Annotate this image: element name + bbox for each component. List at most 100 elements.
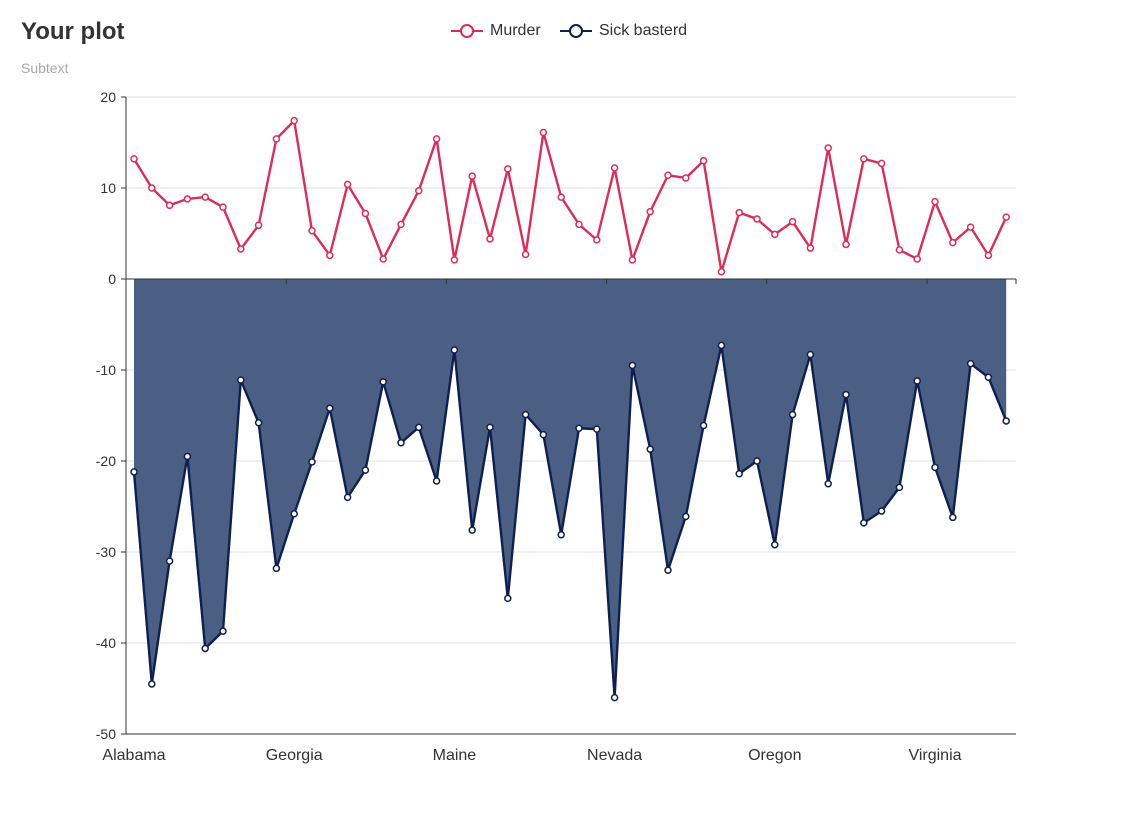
data-point-murder[interactable] <box>753 215 761 223</box>
data-point-sick-basterd[interactable] <box>237 376 245 384</box>
data-point-sick-basterd[interactable] <box>450 346 459 354</box>
data-point-murder[interactable] <box>254 221 263 230</box>
data-point-sick-basterd[interactable] <box>735 469 743 478</box>
data-point-sick-basterd[interactable] <box>593 425 601 433</box>
data-point-sick-basterd[interactable] <box>201 644 209 653</box>
data-point-sick-basterd[interactable] <box>130 468 138 476</box>
data-point-sick-basterd[interactable] <box>860 519 868 527</box>
data-point-murder[interactable] <box>486 235 494 243</box>
data-point-murder[interactable] <box>877 159 886 168</box>
data-point-murder[interactable] <box>717 267 726 276</box>
data-point-sick-basterd[interactable] <box>575 424 583 432</box>
data-point-sick-basterd[interactable] <box>521 410 530 419</box>
data-point-sick-basterd[interactable] <box>219 627 227 635</box>
data-point-sick-basterd[interactable] <box>539 430 548 439</box>
data-point-murder[interactable] <box>1002 213 1010 221</box>
data-point-murder[interactable] <box>984 251 993 260</box>
data-point-sick-basterd[interactable] <box>557 530 565 539</box>
data-point-murder[interactable] <box>201 193 209 201</box>
data-point-murder[interactable] <box>788 217 797 226</box>
data-point-murder[interactable] <box>735 208 743 217</box>
data-point-murder[interactable] <box>148 184 156 192</box>
data-point-murder[interactable] <box>646 207 654 216</box>
data-point-sick-basterd[interactable] <box>504 594 512 603</box>
data-point-murder[interactable] <box>343 180 352 189</box>
legend-item-murder[interactable]: Murder <box>450 20 541 42</box>
data-point-murder[interactable] <box>521 250 530 259</box>
data-point-sick-basterd[interactable] <box>931 463 939 472</box>
data-point-sick-basterd[interactable] <box>148 680 156 688</box>
data-point-sick-basterd[interactable] <box>771 540 779 549</box>
data-point-sick-basterd[interactable] <box>682 512 690 521</box>
data-point-murder[interactable] <box>308 227 316 235</box>
data-point-sick-basterd[interactable] <box>468 526 476 534</box>
data-point-murder[interactable] <box>468 172 476 180</box>
data-point-sick-basterd[interactable] <box>361 466 370 474</box>
data-point-sick-basterd[interactable] <box>788 410 797 419</box>
data-point-murder[interactable] <box>699 156 708 165</box>
data-point-murder[interactable] <box>610 164 619 172</box>
data-point-sick-basterd[interactable] <box>415 423 423 432</box>
data-point-sick-basterd[interactable] <box>913 377 921 385</box>
data-point-murder[interactable] <box>539 128 548 137</box>
data-point-sick-basterd[interactable] <box>717 341 726 350</box>
data-point-murder[interactable] <box>379 255 387 263</box>
data-point-murder[interactable] <box>664 171 672 180</box>
data-point-sick-basterd[interactable] <box>610 693 619 702</box>
data-point-murder[interactable] <box>949 238 957 247</box>
data-point-sick-basterd[interactable] <box>699 421 708 430</box>
data-point-murder[interactable] <box>557 193 565 201</box>
data-point-sick-basterd[interactable] <box>1002 417 1010 425</box>
data-point-sick-basterd[interactable] <box>379 378 387 386</box>
data-point-murder[interactable] <box>432 135 441 143</box>
data-point-murder[interactable] <box>183 195 192 203</box>
data-point-murder[interactable] <box>913 255 921 263</box>
data-point-murder[interactable] <box>415 186 423 195</box>
data-point-murder[interactable] <box>771 230 779 239</box>
data-point-sick-basterd[interactable] <box>397 439 405 447</box>
data-point-sick-basterd[interactable] <box>949 513 957 522</box>
data-point-sick-basterd[interactable] <box>308 458 316 466</box>
data-point-sick-basterd[interactable] <box>806 350 815 359</box>
data-point-sick-basterd[interactable] <box>824 480 832 488</box>
data-point-murder[interactable] <box>628 256 637 264</box>
data-point-murder[interactable] <box>290 116 298 125</box>
legend-item-sick-basterd[interactable]: Sick basterd <box>559 20 687 42</box>
data-point-murder[interactable] <box>397 220 405 229</box>
data-point-murder[interactable] <box>165 201 174 210</box>
data-point-sick-basterd[interactable] <box>486 423 494 432</box>
data-point-murder[interactable] <box>219 203 227 211</box>
data-point-sick-basterd[interactable] <box>753 457 761 465</box>
data-point-sick-basterd[interactable] <box>628 361 637 370</box>
data-point-murder[interactable] <box>272 135 281 143</box>
data-point-sick-basterd[interactable] <box>842 390 850 399</box>
data-point-sick-basterd[interactable] <box>290 510 298 518</box>
data-point-murder[interactable] <box>575 220 583 229</box>
data-point-murder[interactable] <box>842 240 850 249</box>
data-point-sick-basterd[interactable] <box>165 557 174 565</box>
data-point-murder[interactable] <box>504 165 512 173</box>
data-point-murder[interactable] <box>361 209 370 218</box>
data-point-sick-basterd[interactable] <box>343 493 352 502</box>
data-point-murder[interactable] <box>824 144 832 152</box>
data-point-sick-basterd[interactable] <box>432 477 441 485</box>
data-point-sick-basterd[interactable] <box>664 566 672 574</box>
data-point-murder[interactable] <box>450 256 459 264</box>
data-point-sick-basterd[interactable] <box>877 507 886 515</box>
data-point-sick-basterd[interactable] <box>984 373 993 382</box>
data-point-murder[interactable] <box>682 174 690 182</box>
data-point-murder[interactable] <box>130 155 138 163</box>
data-point-sick-basterd[interactable] <box>183 452 192 461</box>
data-point-murder[interactable] <box>593 236 601 244</box>
data-point-murder[interactable] <box>326 251 334 260</box>
data-point-murder[interactable] <box>931 197 939 206</box>
data-point-sick-basterd[interactable] <box>254 419 263 427</box>
data-point-murder[interactable] <box>966 223 975 231</box>
data-point-sick-basterd[interactable] <box>272 564 281 573</box>
data-point-sick-basterd[interactable] <box>646 445 654 453</box>
data-point-murder[interactable] <box>895 246 904 254</box>
data-point-sick-basterd[interactable] <box>895 483 904 492</box>
data-point-murder[interactable] <box>237 245 245 253</box>
data-point-murder[interactable] <box>860 155 868 163</box>
data-point-sick-basterd[interactable] <box>966 359 975 368</box>
